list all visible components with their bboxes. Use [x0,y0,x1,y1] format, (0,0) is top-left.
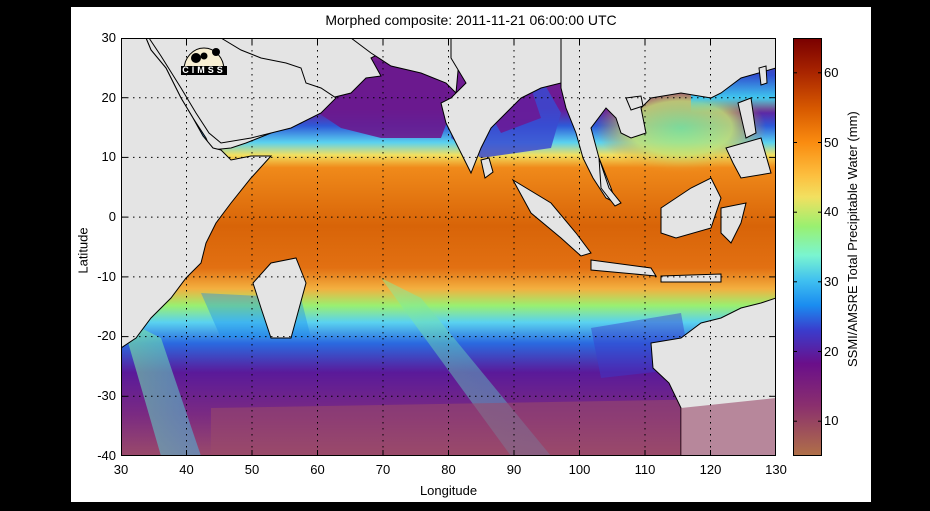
figure-panel: Morphed composite: 2011-11-21 06:00:00 U… [71,7,871,502]
x-tick-label: 90 [506,462,522,477]
chart-title: Morphed composite: 2011-11-21 06:00:00 U… [325,12,617,28]
y-tick-label: 30 [101,30,116,45]
x-tick-label: 30 [113,462,129,477]
x-tick-label: 60 [310,462,325,477]
x-tick-label: 80 [441,462,456,477]
colorbar-tick-label: 60 [824,65,839,80]
x-tick-label: 70 [375,462,391,477]
cimss-logo-text: CIMSS [182,65,226,75]
colorbar-tick-label: 30 [824,274,839,289]
map-plot [121,38,776,456]
y-tick-label: 10 [101,149,116,164]
colorbar-tick-label: 50 [824,135,839,150]
y-tick-label: 0 [108,209,116,224]
y-tick-label: 20 [101,90,116,105]
x-tick-label: 50 [244,462,260,477]
x-axis-label: Longitude [419,483,478,498]
colorbar-tick-label: 20 [824,344,839,359]
colorbar [793,38,822,456]
y-axis-label: Latitude [75,227,91,274]
x-tick-label: 100 [568,462,591,477]
x-tick-label: 130 [765,462,787,477]
colorbar-label: SSMI/AMSRE Total Precipitable Water (mm) [845,111,860,367]
y-tick-label: -20 [97,328,116,343]
x-tick-label: 120 [699,462,722,477]
cimss-logo: CIMSS [180,42,228,78]
y-tick-label: -30 [97,388,116,403]
x-tick-label: 40 [179,462,194,477]
colorbar-tick-label: 40 [824,204,839,219]
y-tick-label: -40 [97,448,116,463]
colorbar-tick-label: 10 [824,413,839,428]
y-tick-label: -10 [97,269,116,284]
x-tick-label: 110 [634,462,656,477]
